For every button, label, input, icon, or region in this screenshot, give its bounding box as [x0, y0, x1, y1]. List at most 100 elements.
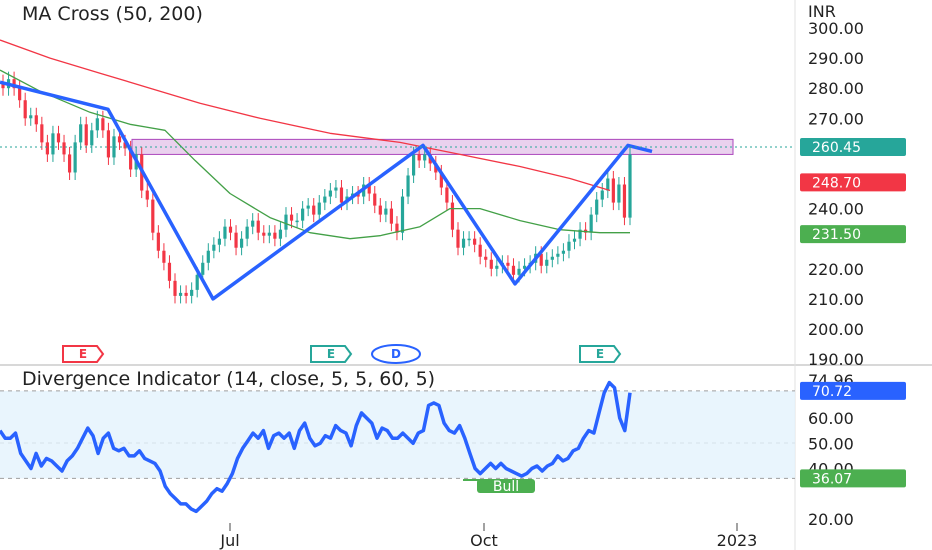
candle: [578, 222, 582, 247]
candle: [545, 252, 549, 274]
candle: [595, 192, 599, 223]
time-axis[interactable]: Jul Oct 2023: [219, 523, 757, 550]
candle: [406, 167, 410, 205]
candle: [450, 195, 455, 238]
candle: [56, 125, 61, 150]
candle: [511, 258, 516, 283]
marker-label: E: [79, 347, 87, 361]
candle: [79, 116, 83, 150]
candle: [206, 243, 210, 271]
candle: [323, 189, 327, 211]
indicator-pane[interactable]: Bull: [0, 380, 795, 514]
chart-title: MA Cross (50, 200): [22, 3, 203, 25]
candle: [289, 207, 294, 229]
candle: [167, 255, 172, 289]
candle: [284, 207, 288, 238]
candle: [245, 219, 249, 247]
candle: [467, 231, 471, 247]
candle: [1, 74, 5, 96]
marker-e[interactable]: E: [62, 345, 105, 363]
candle: [190, 282, 194, 304]
bull-text: Bull: [493, 479, 519, 495]
candle: [473, 231, 477, 253]
candle: [589, 207, 593, 241]
price-badge: 231.50: [800, 225, 906, 244]
indicator-badge: 36.07: [800, 469, 906, 488]
candle: [317, 195, 321, 223]
price-axis[interactable]: 300.00 290.00 280.00 270.00 240.00 220.00 210.…: [800, 19, 906, 529]
candle: [217, 231, 221, 253]
candle: [184, 285, 188, 304]
indicator-tick: 20.00: [808, 510, 854, 529]
oscillator-line: [0, 380, 632, 514]
candle: [34, 107, 38, 132]
candle: [301, 201, 305, 229]
price-tick: 290.00: [808, 49, 864, 68]
candle: [484, 249, 488, 268]
candle: [239, 231, 244, 256]
candle: [389, 201, 394, 232]
candle: [62, 134, 66, 162]
candle: [600, 183, 604, 208]
indicator-tick: 50.00: [808, 434, 854, 453]
candle: [312, 198, 316, 223]
candle: [234, 225, 238, 256]
candle: [267, 225, 271, 244]
marker-label: E: [327, 347, 335, 361]
moving-averages: [0, 39, 653, 301]
candle: [295, 213, 299, 229]
candle: [611, 170, 615, 211]
ma200-line: [0, 39, 611, 192]
price-tick: 240.00: [808, 200, 864, 219]
price-tick: 280.00: [808, 79, 864, 98]
candle: [51, 125, 55, 162]
candle: [18, 80, 22, 108]
time-tick: 2023: [717, 531, 758, 550]
svg-text:70.72: 70.72: [812, 384, 852, 400]
candle: [622, 176, 627, 226]
candle: [212, 237, 216, 259]
marker-d[interactable]: D: [371, 344, 421, 364]
candle: [223, 219, 227, 247]
svg-text:260.45: 260.45: [812, 140, 861, 156]
candle: [112, 128, 116, 165]
candle: [273, 225, 277, 247]
candle: [445, 180, 449, 211]
marker-e[interactable]: E: [579, 345, 622, 363]
resistance-zone[interactable]: [131, 138, 734, 155]
price-tick: 210.00: [808, 290, 864, 309]
candle: [550, 249, 554, 268]
candle: [151, 192, 155, 241]
candle: [12, 71, 16, 96]
svg-text:231.50: 231.50: [812, 227, 861, 243]
time-tick: Jul: [219, 531, 239, 550]
pattern-line: [0, 80, 653, 301]
candle: [173, 273, 177, 304]
marker-e[interactable]: E: [310, 345, 353, 363]
candle: [434, 155, 438, 181]
marker-label: D: [391, 347, 401, 361]
candle: [23, 92, 27, 126]
candle: [162, 243, 166, 271]
candle: [617, 176, 621, 211]
indicator-band: [0, 390, 795, 479]
svg-text:248.70: 248.70: [812, 175, 861, 191]
candle: [395, 216, 399, 241]
indicator-title: Divergence Indicator (14, close, 5, 5, 6…: [22, 368, 435, 390]
candle: [156, 225, 160, 259]
candle: [178, 285, 183, 304]
candle: [306, 198, 310, 217]
candle: [561, 243, 566, 262]
candle: [145, 183, 149, 208]
candle: [101, 110, 105, 138]
candle: [572, 231, 577, 250]
candle: [606, 170, 610, 199]
time-tick: Oct: [470, 531, 498, 550]
candle: [567, 234, 571, 259]
price-badge: 260.45: [800, 138, 906, 157]
candle: [90, 122, 94, 153]
candle: [29, 107, 33, 126]
price-tick: 190.00: [808, 350, 864, 369]
